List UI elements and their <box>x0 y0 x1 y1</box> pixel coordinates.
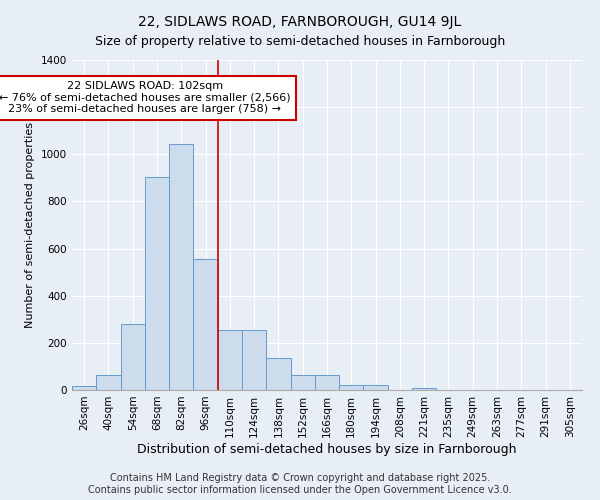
Text: Contains HM Land Registry data © Crown copyright and database right 2025.
Contai: Contains HM Land Registry data © Crown c… <box>88 474 512 495</box>
Text: 22 SIDLAWS ROAD: 102sqm
← 76% of semi-detached houses are smaller (2,566)
23% of: 22 SIDLAWS ROAD: 102sqm ← 76% of semi-de… <box>0 81 290 114</box>
Y-axis label: Number of semi-detached properties: Number of semi-detached properties <box>25 122 35 328</box>
Bar <box>218 330 242 390</box>
Bar <box>339 386 364 390</box>
Text: 22, SIDLAWS ROAD, FARNBOROUGH, GU14 9JL: 22, SIDLAWS ROAD, FARNBOROUGH, GU14 9JL <box>139 15 461 29</box>
Bar <box>169 144 193 390</box>
Bar <box>121 324 145 390</box>
Bar <box>266 358 290 390</box>
Bar <box>96 374 121 390</box>
Bar <box>412 388 436 390</box>
Bar <box>145 176 169 390</box>
Bar <box>290 374 315 390</box>
Bar <box>315 374 339 390</box>
X-axis label: Distribution of semi-detached houses by size in Farnborough: Distribution of semi-detached houses by … <box>137 442 517 456</box>
Text: Size of property relative to semi-detached houses in Farnborough: Size of property relative to semi-detach… <box>95 35 505 48</box>
Bar <box>242 330 266 390</box>
Bar <box>72 386 96 390</box>
Bar <box>193 259 218 390</box>
Bar <box>364 386 388 390</box>
